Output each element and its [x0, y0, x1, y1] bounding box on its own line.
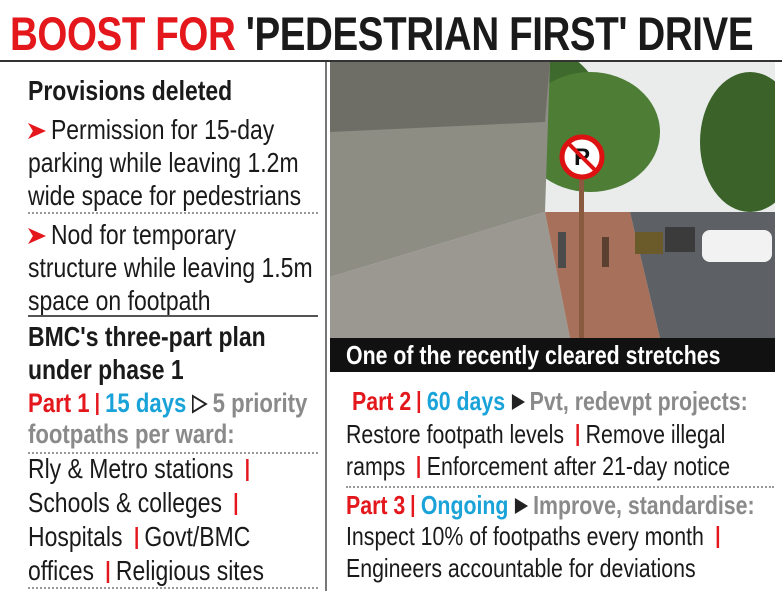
- divider: [0, 60, 782, 62]
- action: Remove illegal ramps: [346, 419, 726, 481]
- action: Schools & colleges: [28, 487, 222, 518]
- part-actions: Inspect 10% of footpaths every month Eng…: [346, 520, 782, 584]
- heading: Provisions deleted: [28, 75, 233, 106]
- part-actions: Rly & Metro stations Schools & colleges …: [28, 452, 315, 588]
- dotted-rule: [28, 212, 318, 214]
- arrow-icon: [28, 228, 47, 244]
- photo-caption: One of the recently cleared stretches: [346, 340, 721, 370]
- headline-highlight: BOOST FOR: [10, 7, 236, 60]
- dotted-rule: [346, 486, 774, 488]
- arrow-icon: [515, 498, 529, 514]
- action: Enforcement after 21-day notice: [426, 451, 731, 481]
- action: Religious sites: [115, 555, 264, 586]
- part-actions: Restore footpath levels Remove illegal r…: [346, 418, 782, 482]
- headline-rest: 'PEDESTRIAN FIRST' DRIVE: [245, 7, 754, 60]
- action: Hospitals: [28, 521, 123, 552]
- action: Govt/BMC offices: [28, 521, 251, 586]
- separator: [716, 526, 719, 548]
- arrow-icon: [28, 123, 47, 139]
- separator: [234, 493, 238, 515]
- separator: [576, 424, 580, 446]
- plan-heading-box: BMC's three-part plan under phase 1: [28, 320, 299, 386]
- separator: [106, 561, 110, 583]
- arrow-icon: [192, 394, 208, 414]
- provision-item: Permission for 15-day parking while leav…: [28, 113, 323, 211]
- separator: [417, 391, 421, 413]
- photo: P: [330, 62, 775, 338]
- separator: [411, 495, 415, 517]
- arrow-icon: [511, 394, 525, 410]
- dotted-rule: [28, 452, 318, 454]
- provision-item: Nod for temporary structure while leavin…: [28, 218, 323, 317]
- part-duration: 15 days: [105, 388, 187, 418]
- caption-bar: [330, 338, 775, 372]
- part-line: Part 1 15 days 5 priority footpaths per wa…: [28, 388, 340, 450]
- plan-heading: BMC's three-part plan under phase 1: [28, 321, 266, 385]
- part-duration: Ongoing: [420, 490, 509, 520]
- divider: [325, 62, 327, 591]
- item-text: Permission for 15-day parking while leav…: [28, 114, 302, 211]
- separator: [417, 456, 421, 478]
- separator: [246, 459, 249, 481]
- part-label: Part 3: [346, 490, 406, 520]
- separator: [96, 393, 99, 415]
- headline: BOOST FOR 'PEDESTRIAN FIRST' DRIVE: [10, 6, 781, 61]
- divider: [28, 315, 318, 317]
- part-focus: 5 priority footpaths per ward:: [28, 388, 308, 449]
- action: Rly & Metro stations: [28, 453, 234, 484]
- part-duration: 60 days: [426, 386, 506, 416]
- dotted-rule: [28, 587, 318, 589]
- part-line: Part 3 Ongoing Improve, standardise:: [346, 490, 782, 521]
- part-label: Part 2: [352, 386, 412, 416]
- provisions: Provisions deleted Permission for 15-day…: [28, 74, 323, 317]
- part-focus: Improve, standardise:: [533, 490, 755, 520]
- action: Inspect 10% of footpaths every month: [346, 521, 704, 551]
- item-text: Nod for temporary structure while leavin…: [28, 219, 313, 316]
- action: Engineers accountable for deviations: [346, 553, 696, 583]
- part-line: Part 2 60 days Pvt, redevpt projects:: [352, 386, 782, 417]
- part-label: Part 1: [28, 388, 90, 418]
- action: Restore footpath levels: [346, 419, 565, 449]
- part-focus: Pvt, redevpt projects:: [529, 386, 748, 416]
- separator: [135, 527, 138, 549]
